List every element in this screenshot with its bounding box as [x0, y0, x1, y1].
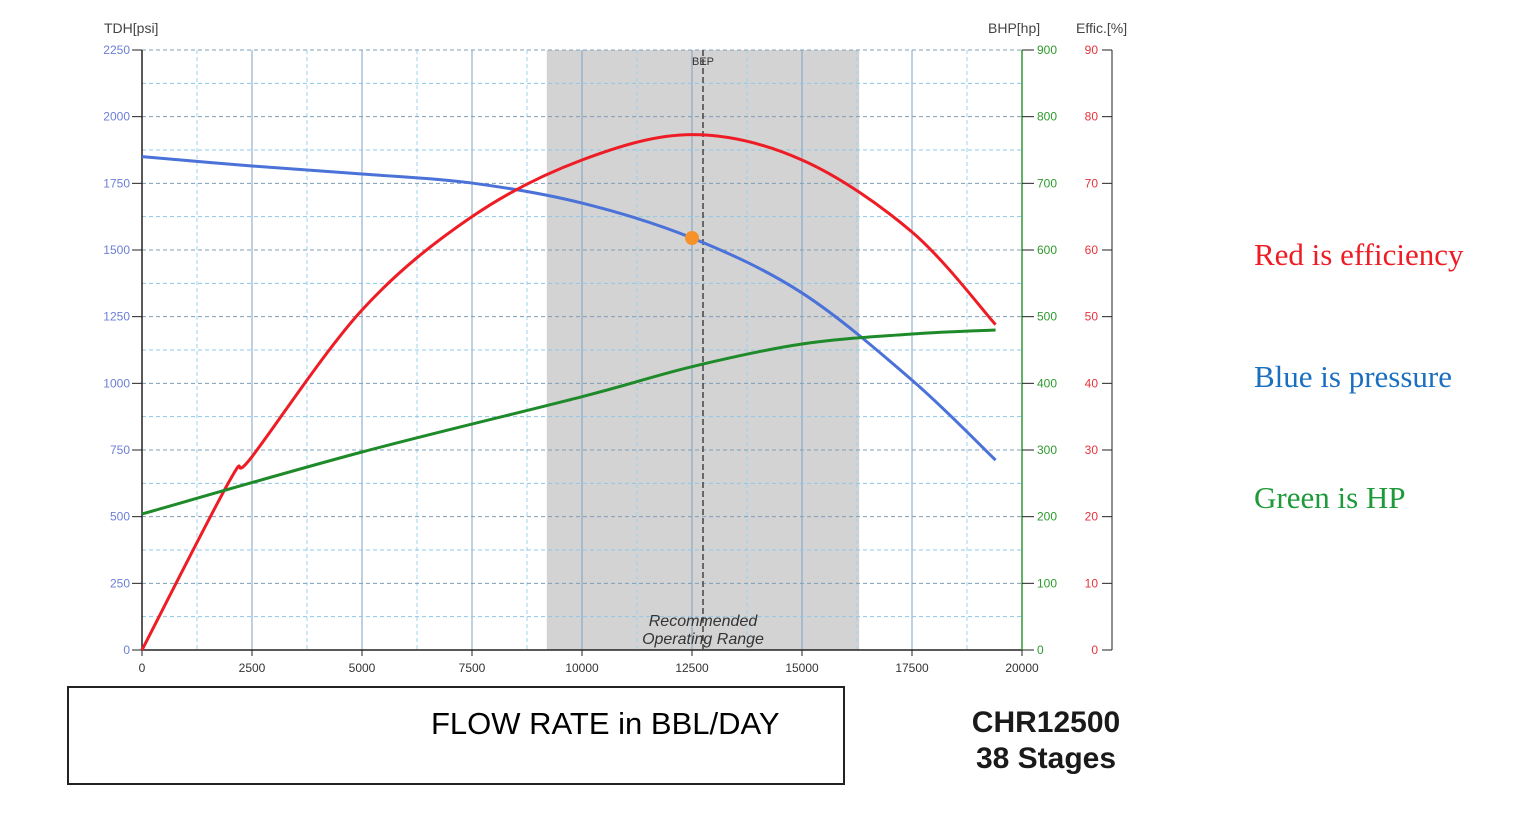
bhp-tick-label: 700 [1037, 176, 1057, 190]
tdh-tick-label: 500 [110, 510, 130, 524]
note-pressure: Blue is pressure [1254, 359, 1453, 394]
tdh-curve [141, 155, 997, 462]
effic-tick-label: 70 [1085, 176, 1099, 190]
effic-tick-label: 20 [1085, 510, 1099, 524]
note-hp: Green is HP [1254, 480, 1406, 515]
bhp-tick-label: 100 [1037, 576, 1057, 590]
x-axis-label: FLOW RATE in BBL/DAY [431, 706, 780, 741]
x-tick-label: 5000 [349, 661, 376, 675]
effic-tick-label: 60 [1085, 243, 1099, 257]
bhp-tick-label: 800 [1037, 110, 1057, 124]
effic-tick-label: 40 [1085, 376, 1099, 390]
x-axis-label-box: FLOW RATE in BBL/DAY [67, 686, 845, 785]
range-label-line1: Recommended [649, 613, 759, 630]
x-tick-label: 7500 [459, 661, 486, 675]
x-tick-label: 10000 [565, 661, 599, 675]
bep-label: BEP [692, 56, 714, 68]
effic-tick-label: 30 [1085, 443, 1099, 457]
tdh-tick-label: 1250 [103, 310, 130, 324]
tdh-tick-label: 750 [110, 443, 130, 457]
tdh-tick-label: 1000 [103, 376, 130, 390]
effic-tick-label: 90 [1085, 43, 1099, 57]
x-tick-label: 12500 [675, 661, 709, 675]
x-tick-label: 17500 [895, 661, 929, 675]
effic-tick-label: 50 [1085, 310, 1099, 324]
effic-tick-label: 0 [1091, 643, 1098, 657]
note-efficiency: Red is efficiency [1254, 237, 1464, 272]
bhp-tick-label: 300 [1037, 443, 1057, 457]
tdh-tick-label: 2250 [103, 43, 130, 57]
efficiency-curve [140, 133, 997, 651]
bhp-tick-label: 500 [1037, 310, 1057, 324]
bhp-axis-title: BHP[hp] [988, 20, 1040, 36]
effic-tick-label: 10 [1085, 576, 1099, 590]
bhp-tick-label: 900 [1037, 43, 1057, 57]
tdh-tick-label: 1500 [103, 243, 130, 257]
tdh-tick-label: 1750 [103, 176, 130, 190]
tdh-tick-label: 2000 [103, 110, 130, 124]
effic-axis-title: Effic.[%] [1076, 20, 1127, 36]
x-tick-label: 15000 [785, 661, 819, 675]
bhp-tick-label: 200 [1037, 510, 1057, 524]
bhp-tick-label: 0 [1037, 643, 1044, 657]
x-tick-label: 20000 [1005, 661, 1039, 675]
range-label-line2: Operating Range [642, 631, 764, 648]
bhp-curve [141, 328, 996, 516]
x-tick-label: 0 [139, 661, 146, 675]
bhp-tick-label: 600 [1037, 243, 1057, 257]
model-stages: 38 Stages [975, 742, 1117, 775]
model-name: CHR12500 [971, 706, 1121, 739]
tdh-tick-label: 0 [123, 643, 130, 657]
tdh-tick-label: 250 [110, 576, 130, 590]
x-tick-label: 2500 [239, 661, 266, 675]
effic-tick-label: 80 [1085, 110, 1099, 124]
operating-point [685, 231, 699, 245]
bhp-tick-label: 400 [1037, 376, 1057, 390]
tdh-axis-title: TDH[psi] [104, 20, 158, 36]
